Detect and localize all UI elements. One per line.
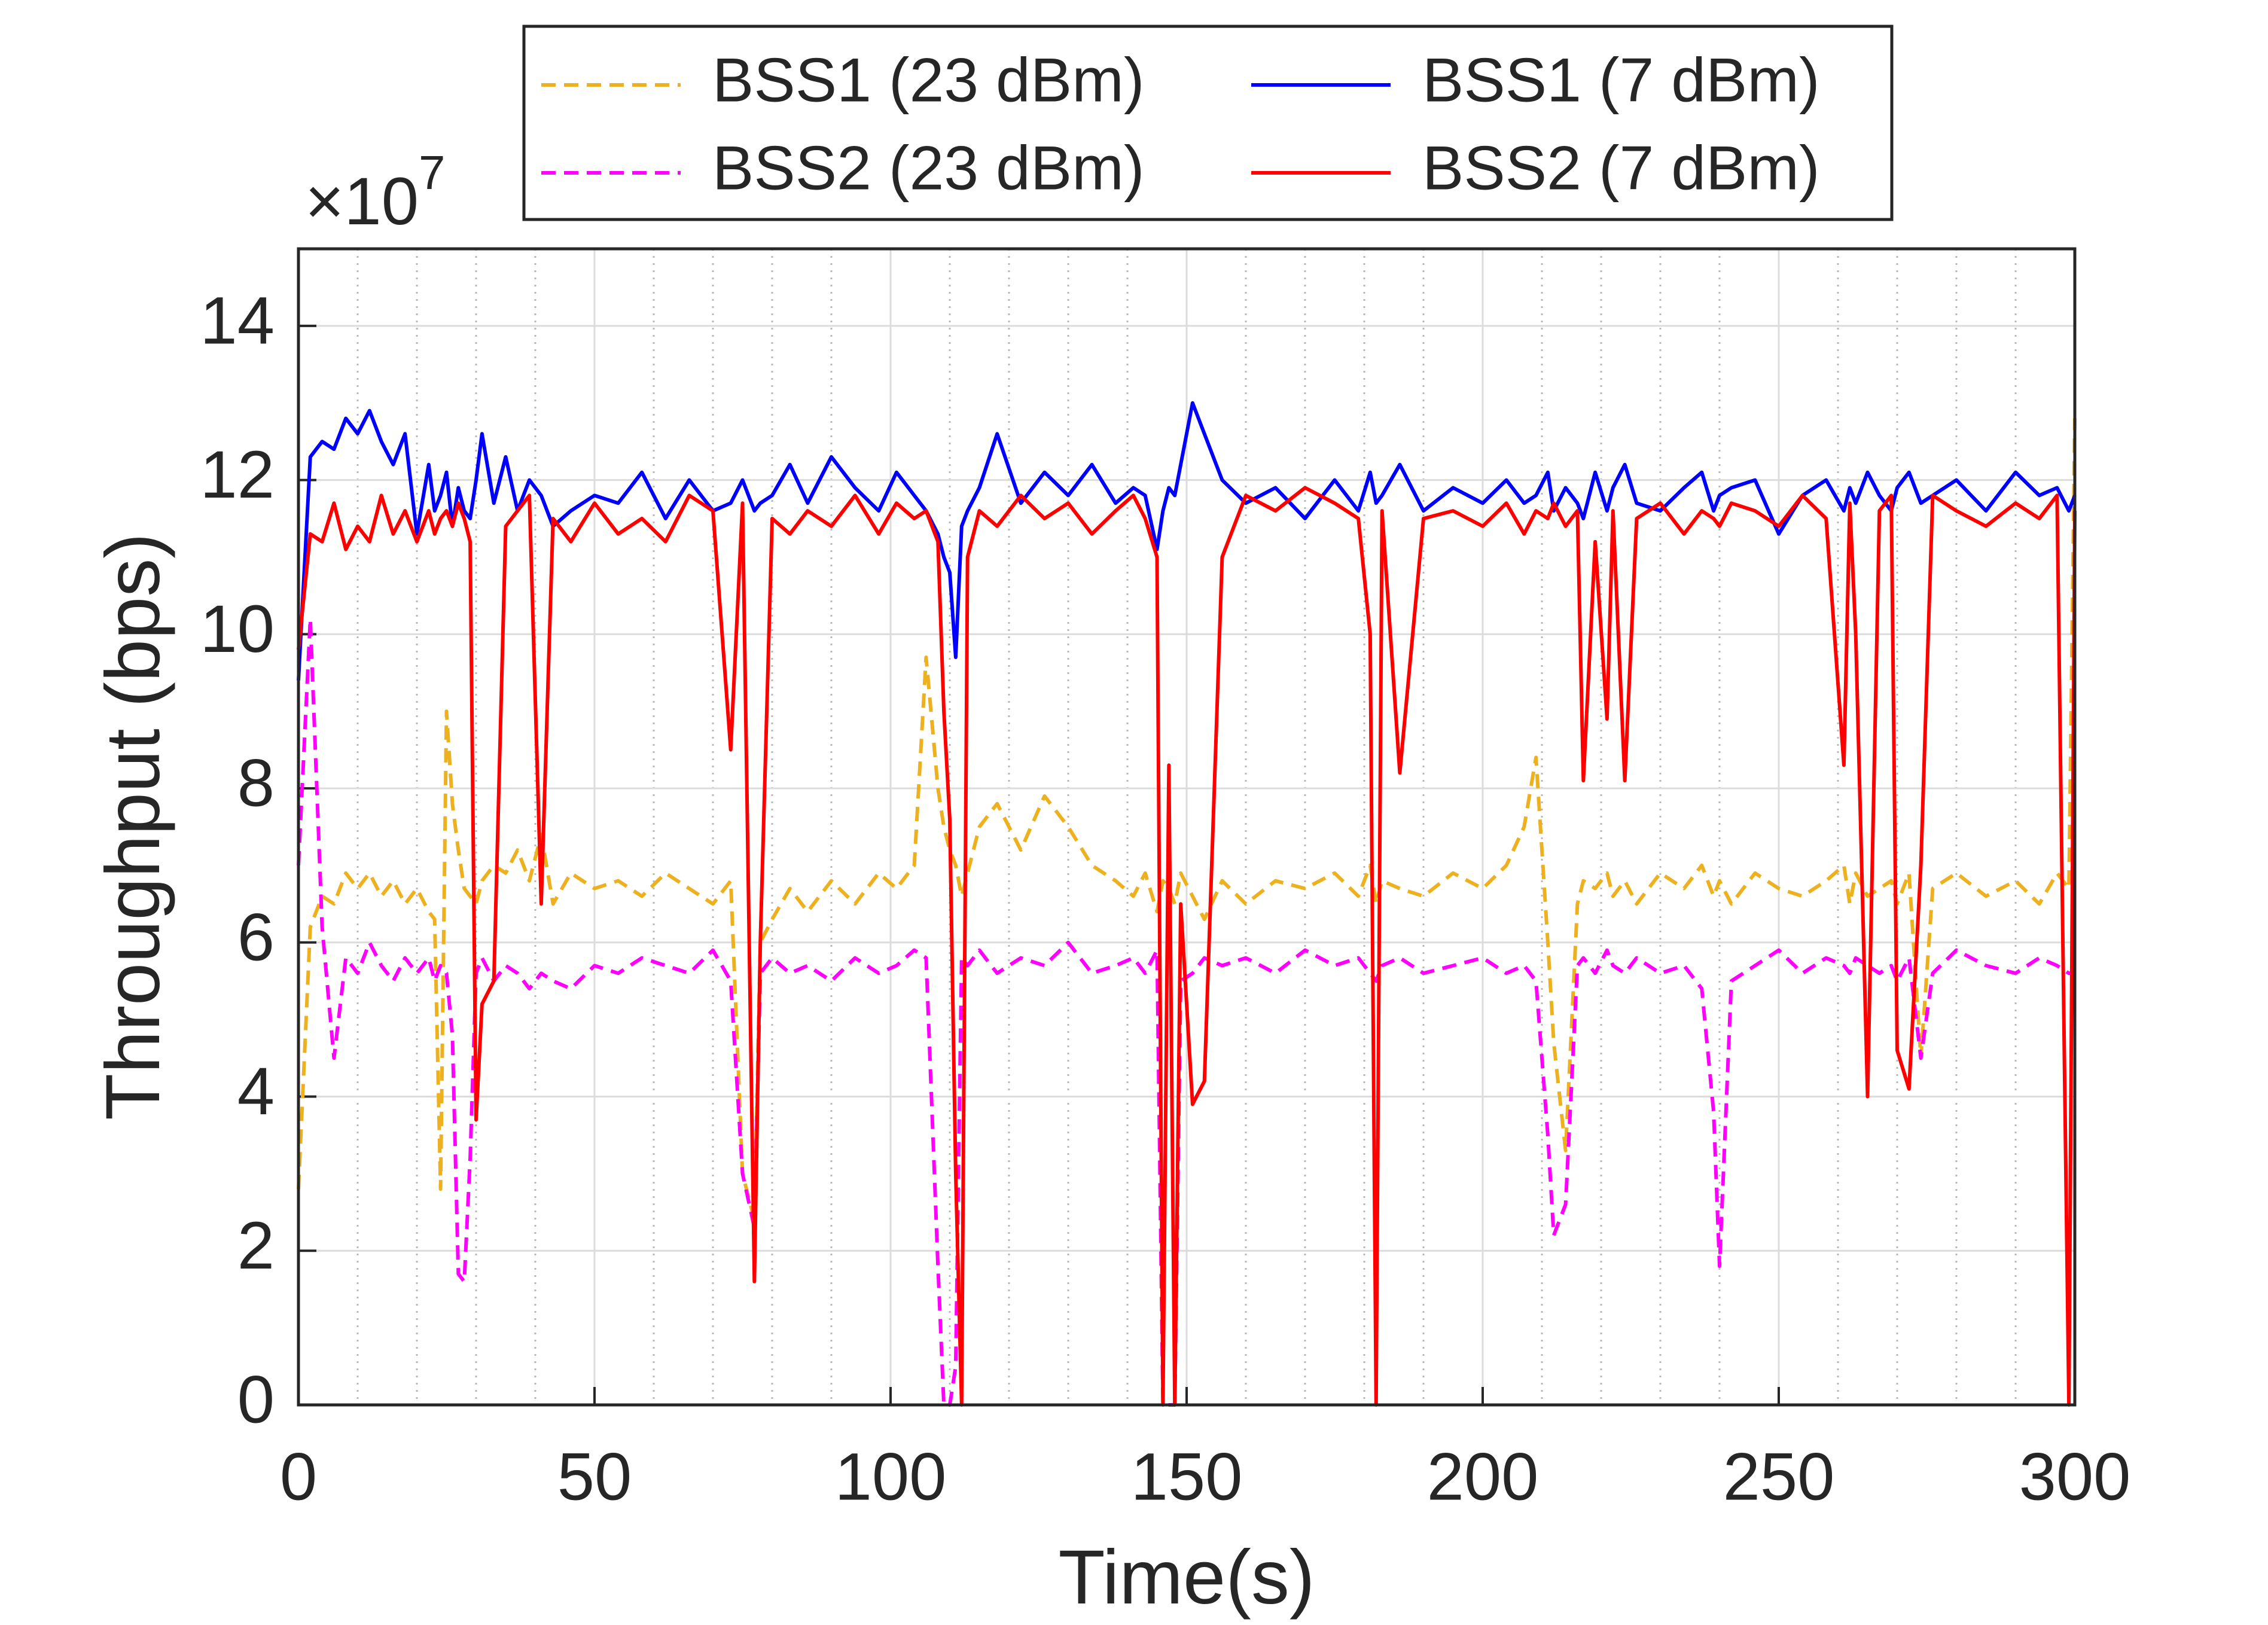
y-tick-label: 6 bbox=[237, 900, 275, 974]
legend-label: BSS1 (23 dBm) bbox=[712, 45, 1145, 115]
series-line bbox=[297, 401, 2077, 681]
axes-box bbox=[297, 247, 2077, 1407]
y-tick-label: 2 bbox=[237, 1208, 275, 1283]
legend-label: BSS2 (23 dBm) bbox=[712, 133, 1145, 203]
x-tick-label: 100 bbox=[835, 1440, 947, 1514]
y-tick-label: 14 bbox=[200, 283, 275, 358]
y-tick-label: 0 bbox=[237, 1362, 275, 1437]
y-axis-label: Throughput (bps) bbox=[90, 533, 176, 1120]
y-multiplier: ×107 bbox=[305, 146, 445, 238]
x-tick-label: 250 bbox=[1723, 1440, 1835, 1514]
multiplier-exponent: 7 bbox=[419, 146, 446, 199]
legend-label: BSS2 (7 dBm) bbox=[1422, 133, 1820, 203]
y-tick-label: 8 bbox=[237, 746, 275, 821]
series-line bbox=[297, 418, 2077, 1222]
x-tick-label: 0 bbox=[280, 1440, 317, 1514]
series-line bbox=[297, 617, 2075, 1407]
legend: BSS1 (23 dBm) BSS2 (23 dBm) BSS1 (7 dBm) BS… bbox=[541, 45, 1820, 203]
series-line bbox=[297, 486, 2077, 1407]
y-tick-label: 10 bbox=[200, 592, 275, 666]
y-tick-label: 4 bbox=[237, 1054, 275, 1129]
x-axis-label: Time(s) bbox=[1059, 1535, 1315, 1620]
x-tick-label: 200 bbox=[1427, 1440, 1539, 1514]
plot-area bbox=[297, 247, 2077, 1407]
x-tick-label: 300 bbox=[2019, 1440, 2131, 1514]
x-tick-label: 50 bbox=[557, 1440, 632, 1514]
multiplier-base: ×10 bbox=[305, 164, 419, 239]
legend-label: BSS1 (7 dBm) bbox=[1422, 45, 1820, 115]
x-tick-label: 150 bbox=[1131, 1440, 1243, 1514]
legend-box bbox=[522, 25, 1894, 221]
y-tick-label: 12 bbox=[200, 437, 275, 512]
